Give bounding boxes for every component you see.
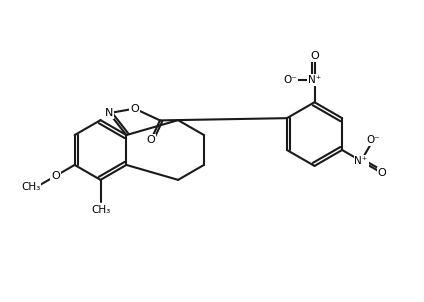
Text: O: O <box>377 168 386 178</box>
Text: N⁺: N⁺ <box>354 156 368 166</box>
Text: CH₃: CH₃ <box>21 182 40 192</box>
Text: N⁺: N⁺ <box>308 75 321 85</box>
Text: O: O <box>130 104 139 114</box>
Text: O: O <box>51 171 60 181</box>
Text: O⁻: O⁻ <box>366 135 380 145</box>
Text: N: N <box>105 108 113 118</box>
Text: O: O <box>310 51 319 61</box>
Text: CH₃: CH₃ <box>91 205 110 215</box>
Text: O: O <box>146 135 155 145</box>
Text: O⁻: O⁻ <box>284 75 298 85</box>
